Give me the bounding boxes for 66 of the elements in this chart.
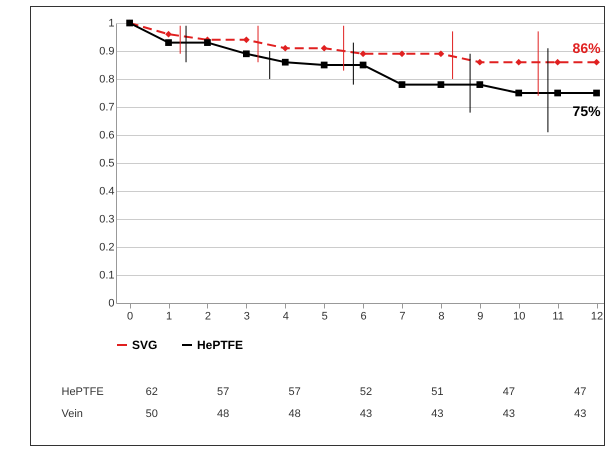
x-tick-label: 10: [513, 310, 526, 322]
y-tick-label: 0.3: [99, 214, 114, 226]
point: [515, 90, 522, 96]
y-tick-label: 0.2: [99, 242, 114, 254]
point: [204, 39, 211, 46]
data-label: 48: [217, 408, 230, 420]
x-tick-label: 5: [322, 310, 328, 322]
data-label: 47: [574, 386, 586, 398]
point: [165, 30, 172, 38]
point: [476, 81, 484, 88]
data-label: 57: [217, 386, 230, 398]
point: [515, 58, 522, 66]
legend-label: HePTFE: [197, 338, 244, 352]
data-label: 43: [431, 408, 444, 420]
x-tick-label: 0: [127, 310, 134, 322]
data-label: 52: [360, 386, 372, 398]
y-tick-label: 0.7: [99, 102, 114, 114]
point: [554, 58, 561, 66]
annotation: 75%: [572, 103, 602, 119]
point: [360, 50, 366, 58]
data-label: 50: [146, 408, 158, 420]
point: [320, 62, 328, 68]
y-tick-label: 0.5: [99, 158, 114, 170]
x-tick-label: 8: [438, 310, 444, 322]
point: [438, 50, 444, 58]
data-label: 62: [146, 386, 158, 398]
point: [476, 58, 484, 66]
y-tick-label: Vein: [62, 408, 83, 420]
point: [242, 50, 250, 58]
y-tick-label: 0.9: [99, 46, 114, 58]
data-label: 57: [288, 386, 301, 398]
data-label: 48: [288, 408, 301, 420]
y-tick-label: 0.8: [99, 74, 114, 86]
point: [438, 81, 444, 88]
point: [593, 90, 600, 96]
point: [165, 39, 172, 46]
point: [593, 58, 600, 66]
point: [554, 90, 561, 96]
x-tick-label: 9: [477, 310, 484, 322]
annotation: 86%: [572, 40, 602, 56]
point: [242, 36, 250, 44]
x-tick-label: 6: [360, 310, 367, 322]
x-tick-label: 4: [282, 310, 289, 322]
x-tick-label: 3: [244, 310, 250, 322]
x-tick-label: 2: [204, 310, 211, 322]
data-label: 43: [502, 408, 515, 420]
data-label: 43: [574, 408, 586, 420]
data-label: 47: [502, 386, 515, 398]
y-tick-label: 0.4: [99, 186, 114, 198]
x-tick-label: 1: [166, 310, 172, 322]
y-tick-label: 0.1: [99, 270, 114, 282]
data-label: 51: [431, 386, 444, 398]
legend-label: SVG: [132, 338, 158, 352]
y-tick-label: 0: [108, 298, 114, 310]
x-tick-label: 12: [590, 310, 604, 322]
y-tick-label: 0.6: [99, 130, 114, 142]
point: [282, 44, 289, 52]
data-label: 43: [360, 408, 372, 420]
x-tick-label: 11: [552, 310, 564, 322]
x-tick-label: 7: [399, 310, 406, 322]
point: [360, 62, 366, 68]
point: [320, 44, 328, 52]
y-tick-label: 1: [108, 18, 114, 30]
point: [282, 58, 289, 66]
point: [398, 81, 406, 88]
point: [398, 50, 406, 58]
